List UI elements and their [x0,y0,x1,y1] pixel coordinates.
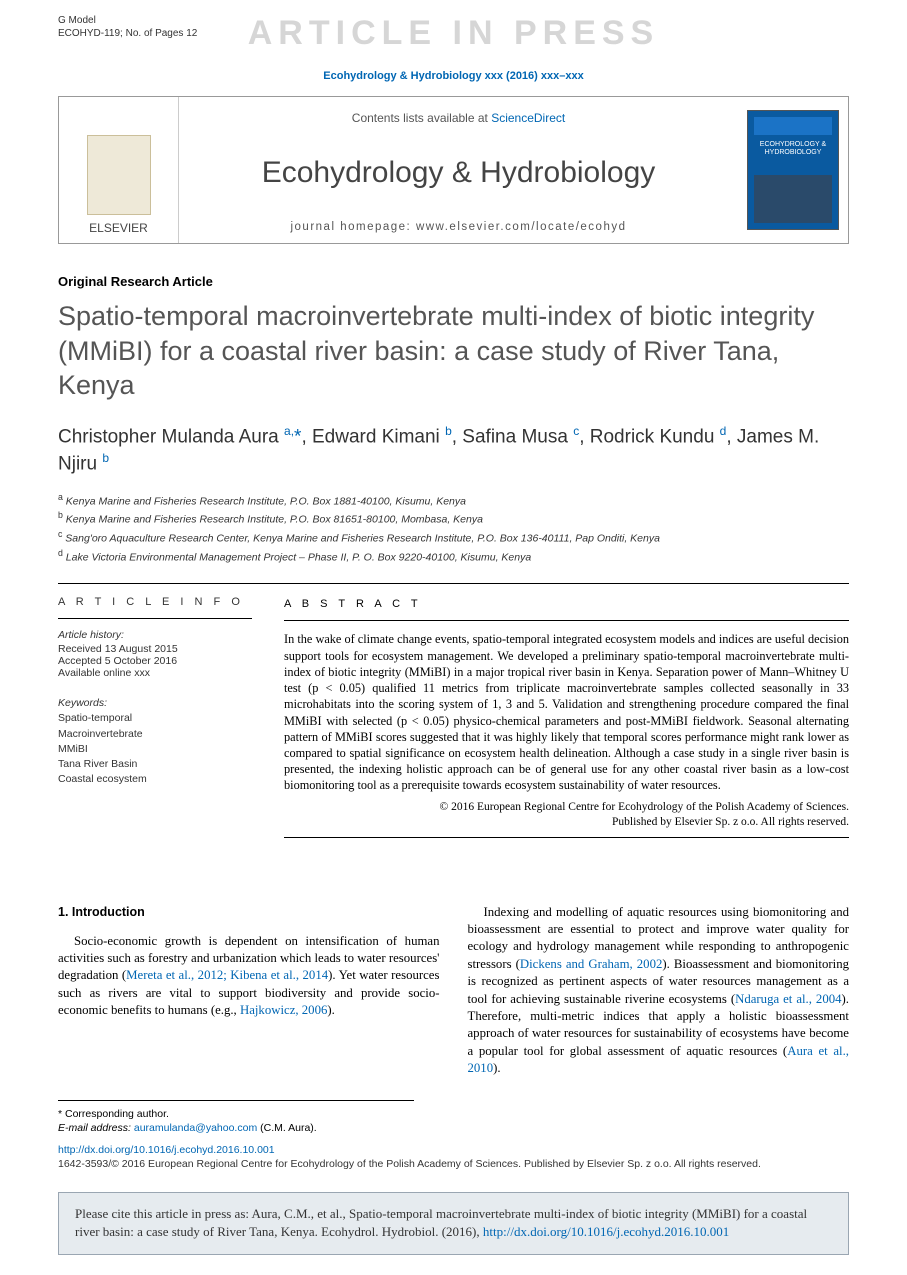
masthead: ELSEVIER Contents lists available at Sci… [58,96,849,244]
article-info-header: A R T I C L E I N F O [58,596,252,619]
doi-link[interactable]: http://dx.doi.org/10.1016/j.ecohyd.2016.… [58,1144,849,1156]
keyword-4: Coastal ecosystem [58,772,252,787]
journal-homepage[interactable]: journal homepage: www.elsevier.com/locat… [290,221,626,233]
section-1-heading: 1. Introduction [58,904,440,921]
cover-thumb-block: ECOHYDROLOGY & HYDROBIOLOGY [738,97,848,243]
abstract-text: In the wake of climate change events, sp… [284,631,849,793]
affil-d: d Lake Victoria Environmental Management… [58,547,849,566]
elsevier-tree-icon [87,135,151,215]
keywords-label: Keywords: [58,697,252,709]
article-info-column: A R T I C L E I N F O Article history: R… [58,584,268,849]
abstract-copyright: © 2016 European Regional Centre for Ecoh… [284,800,849,831]
affiliations: a Kenya Marine and Fisheries Research In… [58,491,849,566]
issn-line: 1642-3593/© 2016 European Regional Centr… [58,1158,849,1170]
affil-a: a Kenya Marine and Fisheries Research In… [58,491,849,510]
page-container: G Model ECOHYD-119; No. of Pages 12 Ecoh… [0,0,907,1275]
contents-prefix: Contents lists available at [352,111,491,125]
cover-title: ECOHYDROLOGY & HYDROBIOLOGY [756,141,830,156]
g-model-line1: G Model [58,14,849,27]
copyright-line1: © 2016 European Regional Centre for Ecoh… [284,800,849,816]
masthead-center: Contents lists available at ScienceDirec… [179,97,738,243]
copyright-line2: Published by Elsevier Sp. z o.o. All rig… [284,815,849,831]
journal-reference: Ecohydrology & Hydrobiology xxx (2016) x… [58,70,849,82]
keyword-3: Tana River Basin [58,757,252,772]
right-column: Indexing and modelling of aquatic resour… [468,904,850,1078]
left-column: 1. Introduction Socio-economic growth is… [58,904,440,1078]
sciencedirect-link[interactable]: ScienceDirect [491,111,565,125]
journal-name: Ecohydrology & Hydrobiology [262,156,656,190]
citation-doi-link[interactable]: http://dx.doi.org/10.1016/j.ecohyd.2016.… [483,1224,729,1239]
contents-line: Contents lists available at ScienceDirec… [352,111,565,125]
authors-line: Christopher Mulanda Aura a,*, Edward Kim… [58,423,849,477]
abstract-header: A B S T R A C T [284,598,849,621]
keyword-0: Spatio-temporal [58,711,252,726]
g-model-line2: ECOHYD-119; No. of Pages 12 [58,27,849,40]
online-line: Available online xxx [58,667,252,679]
intro-para-right: Indexing and modelling of aquatic resour… [468,904,850,1078]
accepted-line: Accepted 5 October 2016 [58,655,252,667]
email-label: E-mail address: [58,1122,131,1134]
abstract-column: A B S T R A C T In the wake of climate c… [268,584,849,849]
affil-c: c Sang'oro Aquaculture Research Center, … [58,528,849,547]
corresponding-label: * Corresponding author. [58,1107,414,1122]
email-link[interactable]: auramulanda@yahoo.com [134,1122,257,1134]
history-label: Article history: [58,629,252,641]
journal-cover-icon: ECOHYDROLOGY & HYDROBIOLOGY [747,110,839,230]
corresponding-email-line: E-mail address: auramulanda@yahoo.com (C… [58,1121,414,1136]
intro-para-left: Socio-economic growth is dependent on in… [58,933,440,1020]
elsevier-label: ELSEVIER [89,221,148,235]
email-who: (C.M. Aura). [260,1122,317,1134]
keyword-1: Macroinvertebrate [58,727,252,742]
affil-b: b Kenya Marine and Fisheries Research In… [58,509,849,528]
keyword-2: MMiBI [58,742,252,757]
info-abstract-row: A R T I C L E I N F O Article history: R… [58,583,849,849]
elsevier-logo-block: ELSEVIER [59,97,179,243]
article-type: Original Research Article [58,274,849,289]
citation-box: Please cite this article in press as: Au… [58,1192,849,1255]
g-model-block: G Model ECOHYD-119; No. of Pages 12 [58,14,849,40]
corresponding-author-block: * Corresponding author. E-mail address: … [58,1100,414,1136]
article-title: Spatio-temporal macroinvertebrate multi-… [58,299,849,403]
body-columns: 1. Introduction Socio-economic growth is… [58,904,849,1078]
abstract-rule [284,837,849,838]
received-line: Received 13 August 2015 [58,643,252,655]
